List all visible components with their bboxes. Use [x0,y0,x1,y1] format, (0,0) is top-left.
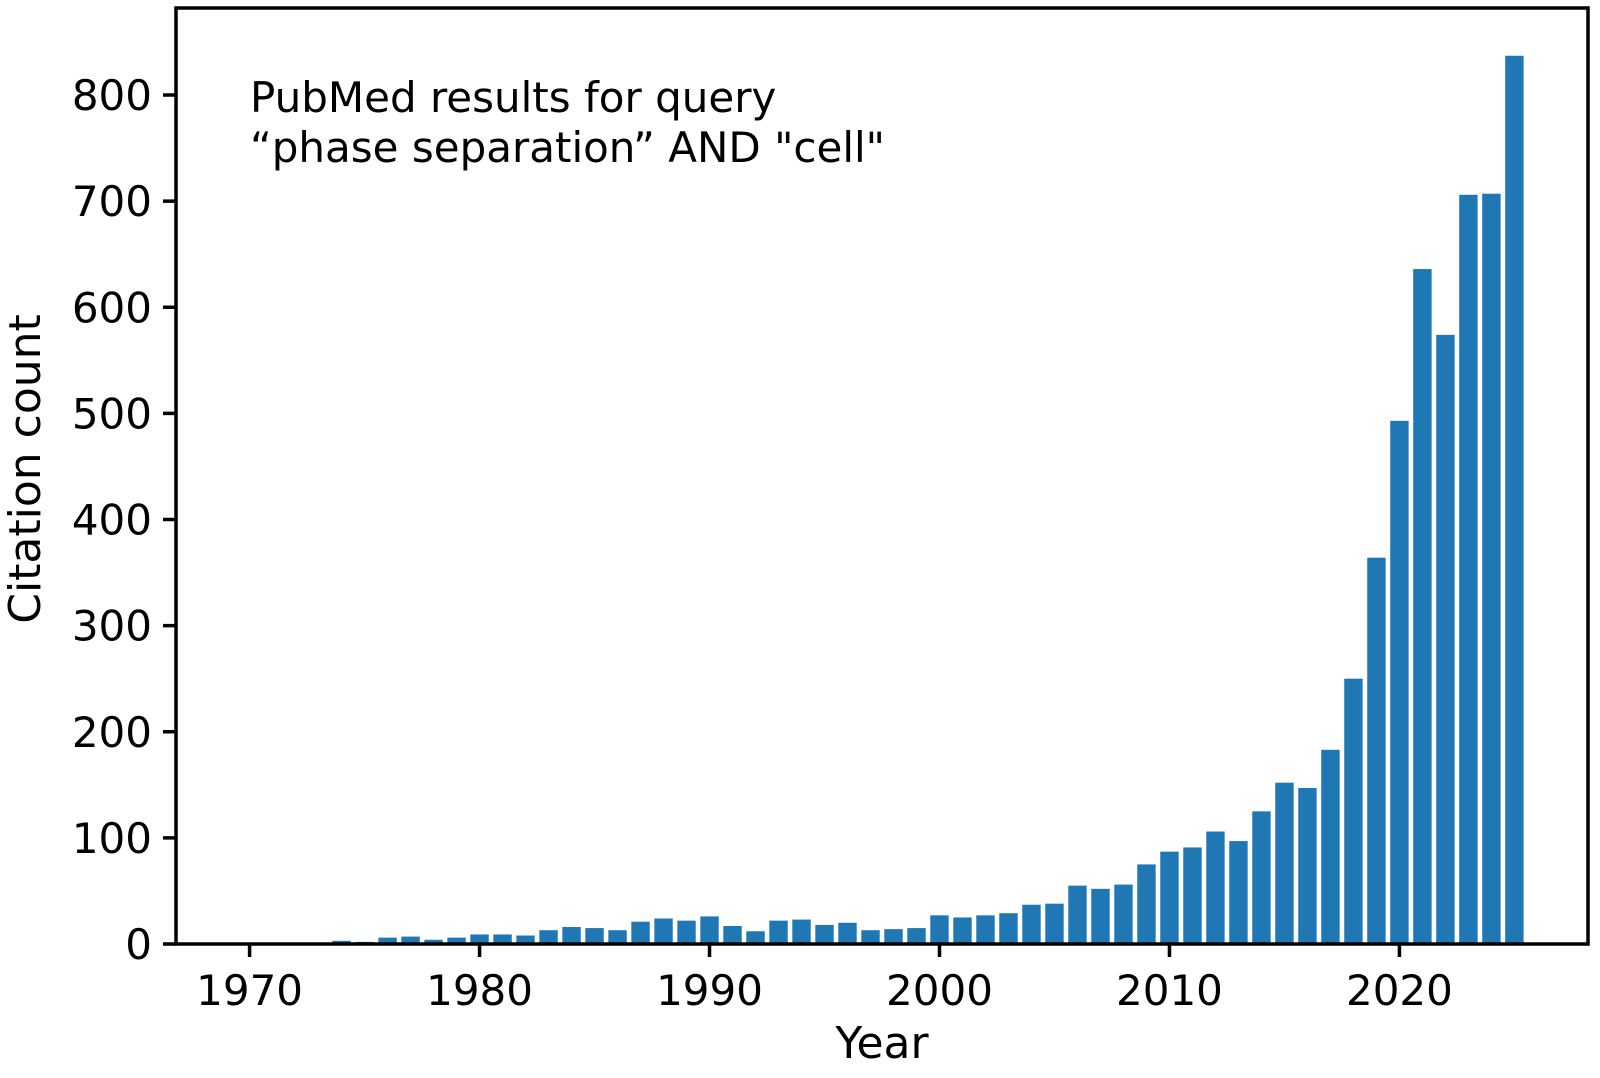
x-tick-label-2010: 2010 [1116,966,1223,1015]
bar-2009 [1137,864,1156,946]
bar-2017 [1321,749,1340,946]
x-axis-label: Year [834,1018,929,1069]
bar-1984 [562,927,581,946]
bar-1998 [884,929,903,946]
x-tick-label-2000: 2000 [886,966,993,1015]
y-axis-label: Citation count [0,314,51,624]
bar-2007 [1091,888,1110,946]
y-tick-label-0: 0 [125,920,152,969]
x-tick-label-1970: 1970 [196,966,303,1015]
bar-2003 [999,913,1018,946]
x-tick-label-1980: 1980 [426,966,533,1015]
bar-1987 [631,921,650,946]
bar-1992 [746,931,765,946]
bar-2020 [1390,420,1409,946]
y-tick-label-100: 100 [72,814,152,863]
y-tick-label-800: 800 [72,71,152,120]
bar-2004 [1022,904,1041,946]
bar-1976 [378,937,397,946]
y-tick-label-500: 500 [72,389,152,438]
bar-2000 [930,915,949,946]
bar-2018 [1344,678,1363,946]
x-tick-label-1990: 1990 [656,966,763,1015]
bar-1983 [539,930,558,946]
bar-2019 [1367,557,1386,946]
bar-1981 [493,934,512,946]
bar-2015 [1275,782,1294,946]
bar-1989 [677,920,696,946]
bar-2008 [1114,884,1133,946]
bar-1996 [838,922,857,946]
bar-1994 [792,919,811,946]
x-tick-label-2020: 2020 [1346,966,1453,1015]
chart-title-line1: PubMed results for query [250,73,776,122]
chart-title-line2: “phase separation” AND "cell" [250,123,885,172]
bar-2001 [953,917,972,946]
bar-1999 [907,928,926,946]
bar-1985 [585,928,604,946]
plot-spines [174,6,1590,946]
bar-2014 [1252,811,1271,946]
y-tick-label-300: 300 [72,602,152,651]
bar-2010 [1160,851,1179,946]
bar-2022 [1436,334,1455,946]
bar-2012 [1206,831,1225,946]
bar-1991 [723,925,742,946]
bar-2005 [1045,903,1064,946]
y-tick-label-700: 700 [72,177,152,226]
bar-2006 [1068,885,1087,946]
bar-1977 [401,936,420,946]
bar-2002 [976,915,995,946]
y-tick-label-400: 400 [72,496,152,545]
bar-1997 [861,930,880,946]
y-tick-label-200: 200 [72,708,152,757]
bar-1979 [447,937,466,946]
bar-1982 [516,935,535,946]
bar-2025 [1505,55,1524,946]
ticks-layer: 1970 1980 1990 2000 2010 2020 0 100 200 300 400 500… [72,71,1453,1015]
bars-layer [332,55,1524,946]
bar-2023 [1459,194,1478,946]
bar-1990 [700,916,719,946]
bar-1986 [608,930,627,946]
bar-1980 [470,934,489,946]
bar-2016 [1298,788,1317,946]
bar-2011 [1183,847,1202,946]
bar-1995 [815,924,834,946]
bar-1988 [654,918,673,946]
bar-2024 [1482,193,1501,946]
y-tick-label-600: 600 [72,283,152,332]
bar-1993 [769,920,788,946]
bar-2021 [1413,269,1432,946]
bar-2013 [1229,841,1248,946]
